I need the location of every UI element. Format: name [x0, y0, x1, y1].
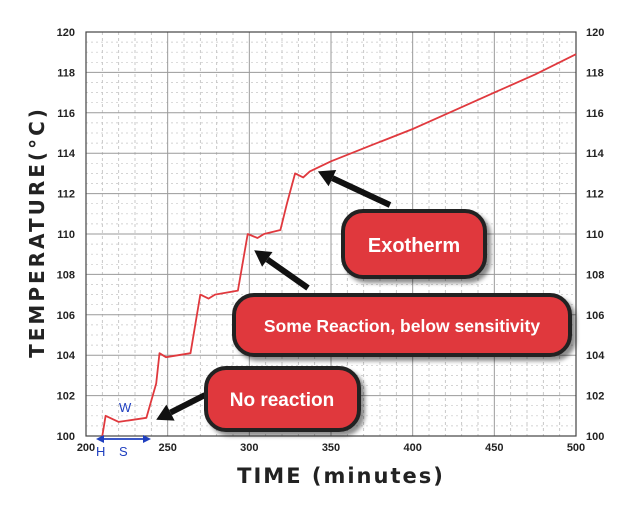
y-tick-label-right: 120 [586, 27, 604, 39]
x-tick-label: 350 [322, 442, 340, 454]
span-arrowhead-right [143, 435, 151, 443]
y-tick-label-left: 114 [57, 148, 76, 160]
x-tick-label: 450 [485, 442, 503, 454]
y-tick-label-left: 104 [57, 350, 76, 362]
no-reaction-callout-text: No reaction [230, 390, 335, 411]
y-tick-label-right: 104 [586, 350, 605, 362]
y-tick-label-left: 116 [57, 108, 75, 120]
x-axis-ticks: 200 250 300 350 400 450 500 [77, 442, 585, 454]
y-tick-label-right: 100 [586, 431, 604, 443]
x-tick-label: 500 [567, 442, 585, 454]
exotherm-callout-text: Exotherm [368, 235, 460, 257]
plot-frame [85, 31, 577, 437]
x-tick-label: 200 [77, 442, 95, 454]
y-axis-left-ticks: 100 102 104 106 108 110 112 114 116 118 120 [57, 27, 76, 443]
search-label: S [119, 444, 128, 459]
y-tick-label-right: 106 [586, 310, 604, 322]
x-axis-label: TIME (minutes) [237, 464, 445, 488]
some-reaction-callout-text: Some Reaction, below sensitivity [264, 316, 540, 336]
y-tick-label-left: 120 [57, 27, 75, 39]
temperature-series-line [101, 53, 577, 437]
exotherm-arrow [317, 170, 392, 208]
y-tick-label-right: 112 [586, 189, 604, 201]
span-arrowhead-left [96, 435, 104, 443]
y-tick-label-left: 108 [57, 269, 75, 281]
heat-label: H [96, 444, 105, 459]
y-tick-label-left: 106 [57, 310, 75, 322]
x-tick-label: 250 [158, 442, 176, 454]
x-tick-label: 300 [240, 442, 258, 454]
wait-label: W [119, 400, 132, 415]
y-tick-label-right: 110 [586, 229, 604, 241]
y-tick-label-right: 108 [586, 269, 604, 281]
y-tick-label-right: 116 [586, 108, 604, 120]
y-tick-label-right: 114 [586, 148, 605, 160]
y-tick-label-left: 118 [57, 67, 75, 79]
y-tick-label-left: 100 [57, 431, 75, 443]
y-tick-label-right: 118 [586, 67, 604, 79]
y-tick-label-left: 102 [57, 391, 75, 403]
y-tick-label-left: 110 [57, 229, 75, 241]
y-axis-label: TEMPERATURE(°C) [25, 106, 49, 358]
y-tick-label-left: 112 [57, 189, 75, 201]
y-axis-right-ticks: 100 102 104 106 108 110 112 114 116 118 120 [586, 27, 605, 443]
y-tick-label-right: 102 [586, 391, 604, 403]
no-reaction-arrow [156, 392, 207, 421]
x-tick-label: 400 [403, 442, 421, 454]
heat-wait-search-markers: W H S [96, 400, 151, 459]
some-reaction-arrow [254, 250, 310, 291]
no-reaction-callout: No reaction [204, 366, 361, 432]
some-reaction-callout: Some Reaction, below sensitivity [232, 293, 572, 357]
exotherm-callout: Exotherm [341, 209, 487, 279]
